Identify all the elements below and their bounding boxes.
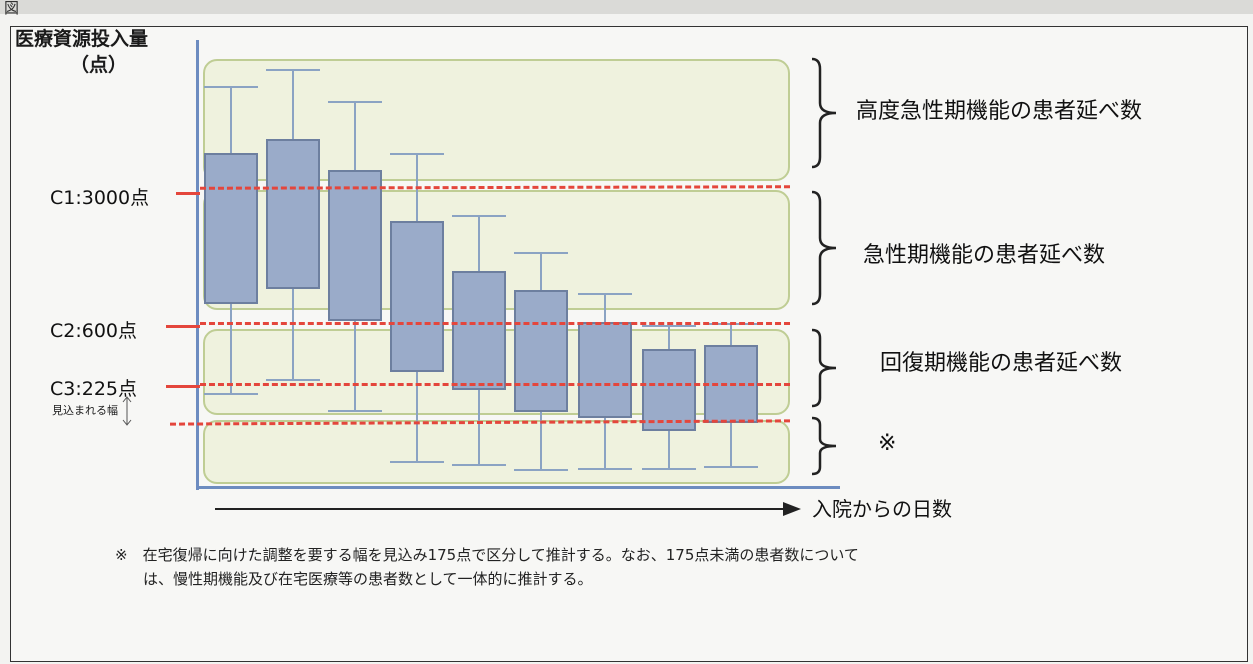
threshold-c3-label: C3:225点 [50, 378, 138, 400]
threshold-c1-label: C1:3000点 [50, 187, 150, 209]
threshold-c2-label: C2:600点 [50, 320, 138, 342]
threshold-c1-tick [176, 192, 200, 195]
whisker-cap [452, 464, 506, 466]
box [452, 271, 506, 390]
threshold-c3-line [200, 383, 790, 386]
scan-header-strip: 図 [0, 0, 1253, 17]
footnote-line-2: は、慢性期機能及び在宅医療等の患者数として一体的に推計する。 [143, 570, 593, 588]
footnote: ※ 在宅復帰に向けた調整を要する幅を見込み175点で区分して推計する。なお、17… [115, 543, 1115, 591]
box [328, 170, 382, 321]
box [266, 139, 320, 289]
x-axis-arrow-icon [215, 502, 801, 516]
category-acute: 急性期機能の患者延べ数 [863, 243, 1106, 268]
whisker-cap [514, 469, 568, 471]
expected-range-note: 見込まれる幅 [52, 404, 118, 417]
whisker-cap [390, 461, 444, 463]
y-axis [196, 40, 199, 490]
box [642, 349, 696, 431]
brace-recovery [811, 328, 837, 408]
box [204, 153, 258, 304]
whisker-cap [328, 101, 382, 103]
whisker-cap [452, 215, 506, 217]
threshold-c2-line [200, 322, 790, 325]
whisker-cap [514, 252, 568, 254]
brace-other [811, 416, 837, 476]
whisker-cap [328, 410, 382, 412]
threshold-c2-tick [166, 325, 200, 328]
threshold-c3-tick [166, 385, 200, 388]
figure-prefix: 図 [4, 0, 20, 17]
band-other [203, 420, 790, 484]
brace-high-acute [811, 57, 837, 169]
brace-acute [811, 190, 837, 306]
y-axis-title: 医療資源投入量 [15, 28, 149, 50]
footnote-line-1: ※ 在宅復帰に向けた調整を要する幅を見込み175点で区分して推計する。なお、17… [115, 546, 859, 564]
whisker-cap [266, 379, 320, 381]
whisker-cap [642, 468, 696, 470]
whisker-cap [390, 153, 444, 155]
box [578, 322, 632, 418]
category-recovery: 回復期機能の患者延べ数 [880, 351, 1123, 376]
whisker-cap [578, 468, 632, 470]
whisker-cap [578, 293, 632, 295]
box [514, 290, 568, 412]
whisker-cap [266, 69, 320, 71]
whisker-cap [204, 86, 258, 88]
x-axis [196, 486, 840, 489]
box [390, 221, 444, 372]
double-arrow-icon [122, 396, 132, 426]
y-axis-unit: （点） [70, 54, 128, 76]
x-axis-label: 入院からの日数 [812, 497, 952, 521]
whisker-cap [642, 325, 696, 327]
whisker-cap [704, 466, 758, 468]
category-high-acute: 高度急性期機能の患者延べ数 [856, 99, 1143, 124]
category-other: ※ [878, 431, 897, 456]
whisker-cap [204, 393, 258, 395]
